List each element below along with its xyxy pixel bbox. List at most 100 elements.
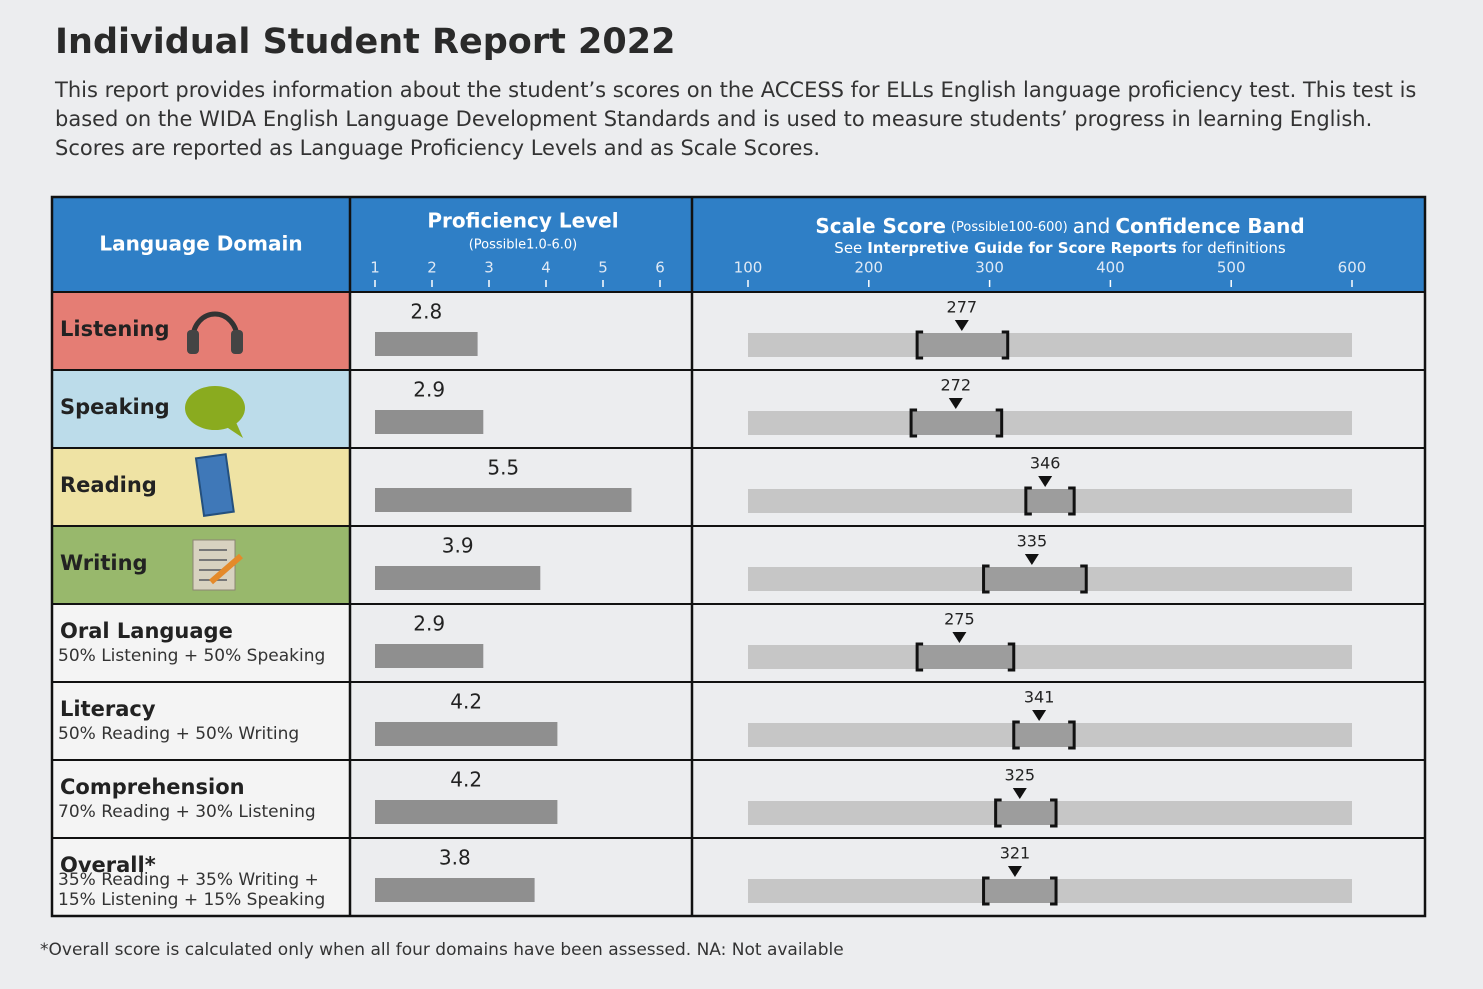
score-table: Language Domain Proficiency Level (Possibl… (50, 195, 1427, 918)
confidence-band (983, 567, 1087, 591)
domain-label: Writing (60, 551, 148, 575)
scale-marker (948, 398, 963, 409)
proficiency-bar (375, 566, 541, 590)
domain-label: Literacy (60, 697, 156, 721)
footnote: *Overall score is calculated only when a… (40, 940, 844, 960)
scale-value: 325 (1005, 766, 1036, 785)
header-guide: See Interpretive Guide for Score Reports f… (834, 239, 1286, 257)
confidence-band (917, 645, 1014, 669)
headphones-icon (187, 330, 199, 354)
scale-marker (1024, 554, 1039, 565)
scale-marker (1038, 476, 1053, 487)
header-guide-link: Interpretive Guide for Score Reports (867, 239, 1177, 257)
proficiency-value: 2.9 (413, 612, 445, 636)
header-scale-title: Scale Score (815, 214, 946, 238)
proficiency-bar (375, 488, 632, 512)
proficiency-value: 3.9 (442, 534, 474, 558)
domain-cell (52, 760, 350, 838)
scale-value: 346 (1030, 454, 1061, 473)
confidence-band (911, 411, 1002, 435)
report-title: Individual Student Report 2022 (55, 22, 676, 62)
scale-tick-label: 400 (1096, 259, 1125, 277)
domain-cell (52, 838, 350, 916)
scale-value: 321 (1000, 844, 1031, 863)
proficiency-bar (375, 410, 484, 434)
scale-track (748, 333, 1352, 357)
confidence-band (983, 879, 1057, 903)
domain-cell (52, 292, 350, 370)
scale-tick-label: 600 (1338, 259, 1367, 277)
proficiency-tick-label: 6 (655, 259, 665, 277)
band-bracket-low (1012, 720, 1020, 750)
confidence-band (1025, 489, 1075, 513)
band-bracket-low (1024, 486, 1032, 516)
header-guide-see: See (834, 239, 862, 257)
book-icon (194, 453, 235, 517)
proficiency-bar (375, 878, 535, 902)
proficiency-tick-label: 2 (427, 259, 437, 277)
proficiency-bar (375, 800, 558, 824)
domain-label: Speaking (60, 395, 170, 419)
band-bracket-high (1068, 486, 1076, 516)
band-bracket-high (1001, 330, 1010, 360)
scale-tick-label: 500 (1217, 259, 1246, 277)
domain-label: Comprehension (60, 775, 245, 799)
domain-weights: 50% Reading + 50% Writing (58, 724, 299, 744)
confidence-band (1013, 723, 1075, 747)
band-bracket-low (982, 564, 990, 594)
domain-weights: 35% Reading + 35% Writing + (58, 870, 319, 890)
report-description: This report provides information about t… (55, 78, 1417, 160)
headphones-icon (190, 311, 240, 339)
domain-label: Overall* (60, 853, 156, 877)
proficiency-tick-label: 5 (598, 259, 608, 277)
scale-value: 341 (1024, 688, 1055, 707)
band-bracket-low (915, 642, 924, 672)
header-proficiency-note: (Possible1.0-6.0) (469, 238, 578, 253)
band-bracket-high (1050, 876, 1058, 906)
header-scale: Scale Score (Possible100-600) and Confidenc… (815, 214, 1304, 238)
scale-marker (1032, 710, 1047, 721)
confidence-band (917, 333, 1008, 357)
speech-icon (185, 386, 245, 430)
domain-weights: 70% Reading + 30% Listening (58, 802, 316, 822)
domain-cell (52, 682, 350, 760)
proficiency-tick-label: 1 (370, 259, 380, 277)
proficiency-value: 4.2 (450, 768, 482, 792)
header-guide-rest: for definitions (1182, 239, 1286, 257)
scale-track (748, 411, 1352, 435)
scale-tick-label: 100 (734, 259, 763, 277)
scale-marker (954, 320, 969, 331)
proficiency-value: 5.5 (487, 456, 519, 480)
header-proficiency: Proficiency Level (427, 209, 618, 233)
header-scale-note: (Possible100-600) (951, 220, 1068, 235)
header-band: Confidence Band (1115, 214, 1304, 238)
proficiency-value: 2.8 (410, 300, 442, 324)
band-bracket-low (994, 798, 1002, 828)
proficiency-tick-label: 4 (541, 259, 551, 277)
header-background (52, 197, 1425, 292)
scale-value: 272 (941, 376, 972, 395)
domain-weights: 15% Listening + 15% Speaking (58, 890, 325, 910)
domain-weights: 50% Listening + 50% Speaking (58, 646, 325, 666)
domain-label: Oral Language (60, 619, 233, 643)
header-domain: Language Domain (99, 232, 302, 256)
domain-label: Reading (60, 473, 157, 497)
band-bracket-low (982, 876, 990, 906)
header-scale-and: and (1073, 214, 1111, 238)
band-bracket-low (909, 408, 918, 438)
scale-value: 277 (947, 298, 978, 317)
band-bracket-high (1007, 642, 1016, 672)
band-bracket-low (915, 330, 924, 360)
table-border (50, 195, 1427, 918)
pencil-icon (209, 553, 243, 585)
speech-icon (225, 420, 243, 438)
band-bracket-high (1050, 798, 1058, 828)
proficiency-tick-label: 3 (484, 259, 494, 277)
proficiency-value: 2.9 (413, 378, 445, 402)
proficiency-value: 4.2 (450, 690, 482, 714)
confidence-band (995, 801, 1057, 825)
domain-cell (52, 604, 350, 682)
domain-label: Listening (60, 317, 170, 341)
scale-tick-label: 300 (975, 259, 1004, 277)
